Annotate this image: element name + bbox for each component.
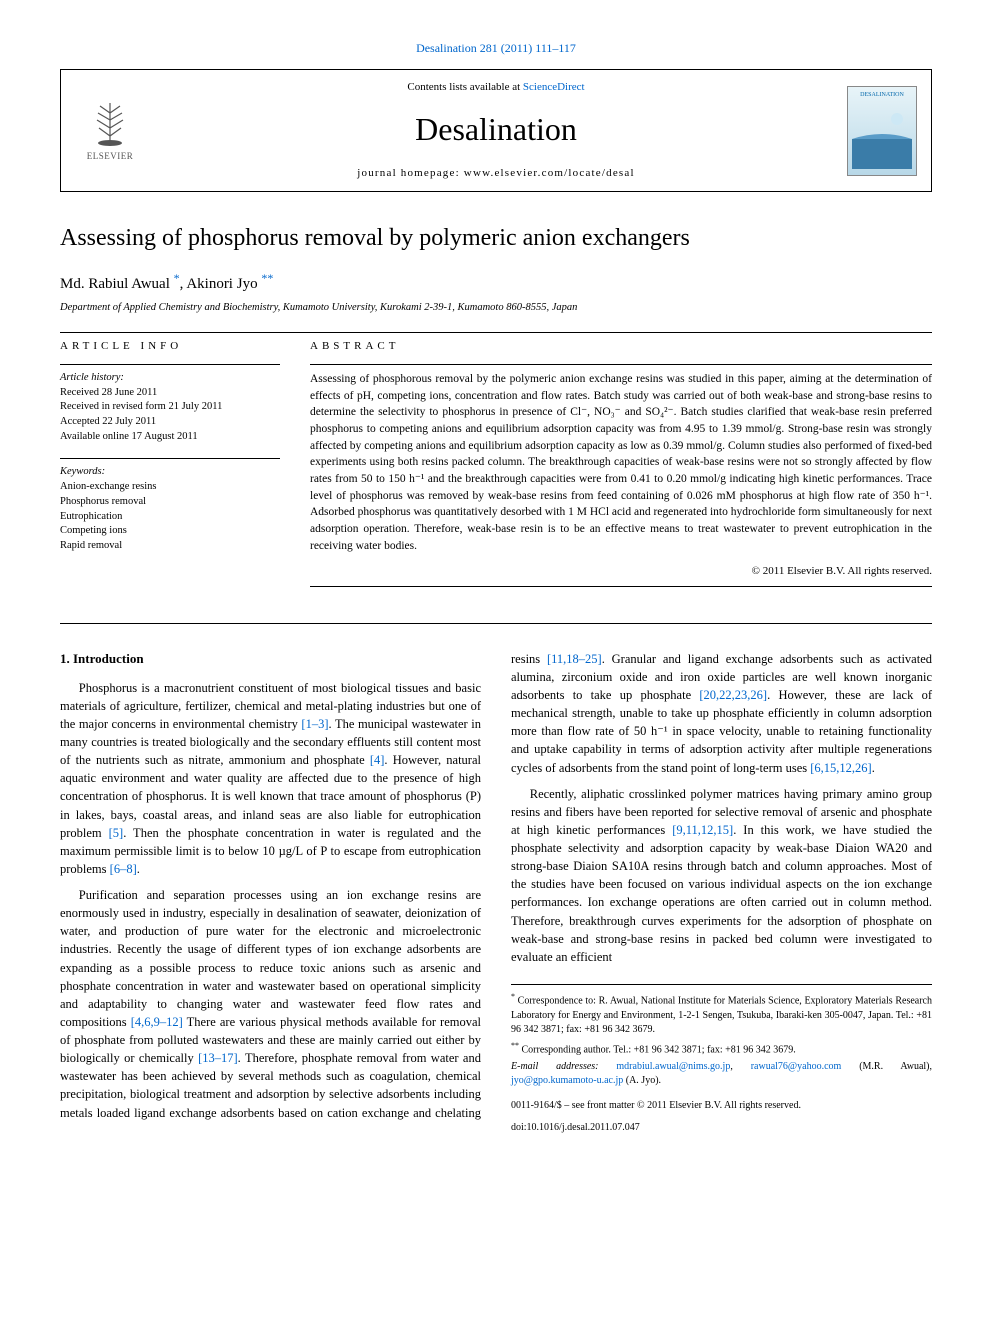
publisher-name: ELSEVIER <box>87 150 134 163</box>
ref-6[interactable]: [13–17] <box>198 1051 238 1065</box>
footnote-emails: E-mail addresses: mdrabiul.awual@nims.go… <box>511 1060 932 1089</box>
citation-link[interactable]: Desalination 281 (2011) 111–117 <box>416 41 576 55</box>
doi-line: doi:10.1016/j.desal.2011.07.047 <box>511 1121 932 1136</box>
abstract-copyright: © 2011 Elsevier B.V. All rights reserved… <box>310 564 932 579</box>
p1e: . <box>137 862 140 876</box>
ref-2[interactable]: [4] <box>370 753 385 767</box>
journal-name: Desalination <box>159 107 833 152</box>
history-2: Accepted 22 July 2011 <box>60 415 280 430</box>
section-title: Introduction <box>73 651 144 666</box>
journal-cover-thumb: DESALINATION <box>847 86 917 176</box>
contents-prefix: Contents lists available at <box>407 81 522 93</box>
authors: Md. Rabiul Awual *, Akinori Jyo ** <box>60 270 932 295</box>
divider-abs-2 <box>310 586 932 587</box>
email-1[interactable]: mdrabiul.awual@nims.go.jp <box>616 1061 730 1072</box>
keyword-2: Eutrophication <box>60 510 280 525</box>
cover-art-icon <box>852 99 912 169</box>
section-1-heading: 1. Introduction <box>60 650 481 669</box>
article-info-column: ARTICLE INFO Article history: Received 2… <box>60 339 280 593</box>
keywords-label: Keywords: <box>60 465 280 480</box>
p2f: . <box>872 761 875 775</box>
email-paren-1: (M.R. Awual), <box>841 1061 932 1072</box>
ref-9[interactable]: [6,15,12,26] <box>810 761 871 775</box>
elsevier-tree-icon <box>85 98 135 148</box>
ref-7[interactable]: [11,18–25] <box>547 652 602 666</box>
footnote-2: ** Corresponding author. Tel.: +81 96 34… <box>511 1040 932 1058</box>
footnote-2-text: Corresponding author. Tel.: +81 96 342 3… <box>519 1044 796 1055</box>
email-3[interactable]: jyo@gpo.kumamoto-u.ac.jp <box>511 1075 623 1086</box>
footnote-2-mark: ** <box>511 1041 519 1050</box>
elsevier-logo: ELSEVIER <box>75 91 145 171</box>
footnote-1-text: Correspondence to: R. Awual, National In… <box>511 995 932 1035</box>
abstract-column: ABSTRACT Assessing of phosphorous remova… <box>310 339 932 593</box>
keyword-0: Anion-exchange resins <box>60 480 280 495</box>
footnotes: * Correspondence to: R. Awual, National … <box>511 984 932 1089</box>
homepage-line: journal homepage: www.elsevier.com/locat… <box>159 166 833 181</box>
contents-line: Contents lists available at ScienceDirec… <box>159 80 833 95</box>
homepage-prefix: journal homepage: <box>357 167 464 179</box>
email-paren-2: (A. Jyo). <box>623 1075 661 1086</box>
cover-label: DESALINATION <box>860 91 904 99</box>
ref-1[interactable]: [1–3] <box>301 717 328 731</box>
journal-header: ELSEVIER Contents lists available at Sci… <box>60 69 932 193</box>
ref-10[interactable]: [9,11,12,15] <box>672 823 733 837</box>
body-columns: 1. Introduction Phosphorus is a macronut… <box>60 650 932 1136</box>
affiliation: Department of Applied Chemistry and Bioc… <box>60 301 932 316</box>
ref-5[interactable]: [4,6,9–12] <box>131 1015 183 1029</box>
intro-p3: Recently, aliphatic crosslinked polymer … <box>511 785 932 966</box>
ref-3[interactable]: [5] <box>109 826 124 840</box>
history-label: Article history: <box>60 371 280 386</box>
keywords-block: Keywords: Anion-exchange resins Phosphor… <box>60 465 280 553</box>
keyword-3: Competing ions <box>60 524 280 539</box>
section-num: 1. <box>60 651 70 666</box>
abstract-text: Assessing of phosphorous removal by the … <box>310 371 932 554</box>
author-2-mark[interactable]: ** <box>261 271 273 285</box>
divider-2 <box>60 623 932 624</box>
divider-info-1 <box>60 364 280 365</box>
history-1: Received in revised form 21 July 2011 <box>60 400 280 415</box>
doi-block: 0011-9164/$ – see front matter © 2011 El… <box>511 1099 932 1136</box>
divider-1 <box>60 332 932 333</box>
top-citation: Desalination 281 (2011) 111–117 <box>60 40 932 57</box>
history-3: Available online 17 August 2011 <box>60 430 280 445</box>
intro-p1: Phosphorus is a macronutrient constituen… <box>60 679 481 878</box>
meta-abstract-row: ARTICLE INFO Article history: Received 2… <box>60 339 932 593</box>
ref-4[interactable]: [6–8] <box>110 862 137 876</box>
author-1: Md. Rabiul Awual <box>60 276 174 292</box>
p2a: Purification and separation processes us… <box>60 888 481 1029</box>
author-2: Akinori Jyo <box>186 276 261 292</box>
sciencedirect-link[interactable]: ScienceDirect <box>523 81 585 93</box>
keyword-4: Rapid removal <box>60 539 280 554</box>
ref-8[interactable]: [20,22,23,26] <box>699 688 767 702</box>
divider-abs-1 <box>310 364 932 365</box>
p3b: . In this work, we have studied the phos… <box>511 823 932 964</box>
paper-title: Assessing of phosphorus removal by polym… <box>60 222 932 256</box>
footnote-1: * Correspondence to: R. Awual, National … <box>511 991 932 1038</box>
history-0: Received 28 June 2011 <box>60 386 280 401</box>
email-sep-1: , <box>730 1061 750 1072</box>
email-2[interactable]: rawual76@yahoo.com <box>751 1061 842 1072</box>
abstract-label: ABSTRACT <box>310 339 932 354</box>
issn-line: 0011-9164/$ – see front matter © 2011 El… <box>511 1099 932 1114</box>
divider-info-2 <box>60 458 280 459</box>
article-history: Article history: Received 28 June 2011 R… <box>60 371 280 444</box>
keyword-1: Phosphorus removal <box>60 495 280 510</box>
homepage-url: www.elsevier.com/locate/desal <box>464 167 635 179</box>
header-center: Contents lists available at ScienceDirec… <box>159 80 833 182</box>
email-label: E-mail addresses: <box>511 1061 616 1072</box>
article-info-label: ARTICLE INFO <box>60 339 280 354</box>
